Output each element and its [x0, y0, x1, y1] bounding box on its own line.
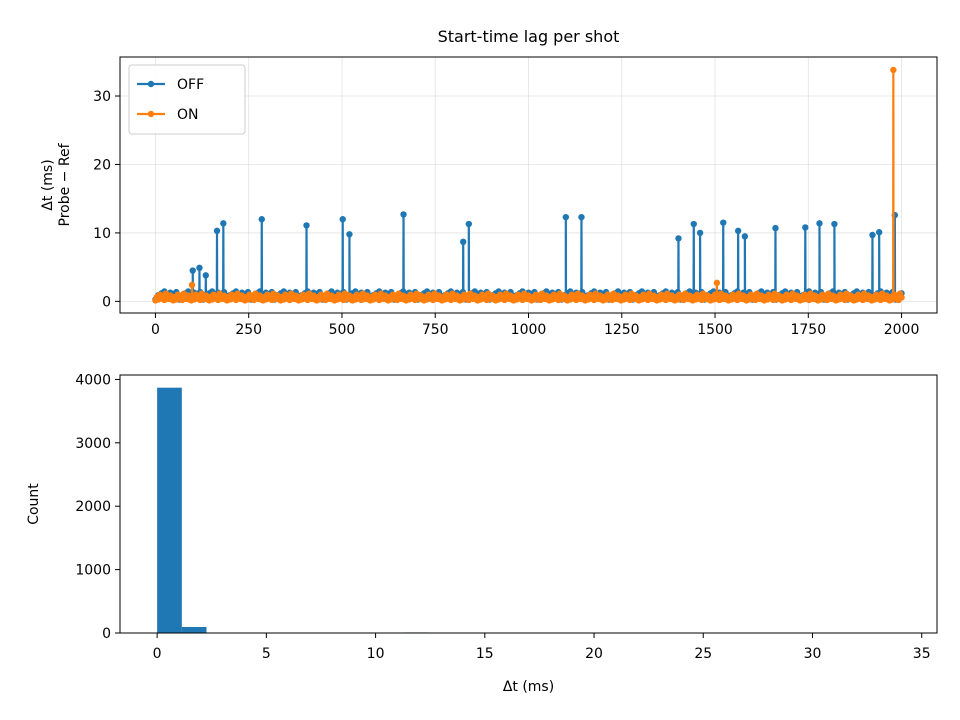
- top-x-tick-label: 1250: [604, 322, 640, 338]
- bottom-x-tick-label: 35: [913, 646, 931, 662]
- top-y-tick-label: 10: [93, 226, 111, 242]
- data-point: [831, 220, 838, 228]
- top-y-tick-label: 0: [102, 294, 111, 310]
- data-point: [213, 227, 221, 235]
- bottom-x-tick-label: 5: [262, 646, 271, 662]
- data-point: [898, 294, 905, 301]
- bottom-y-tick-label: 1000: [75, 563, 111, 579]
- top-y-tick-label: 30: [93, 89, 111, 105]
- data-point: [220, 220, 227, 227]
- histogram-bar: [181, 626, 207, 633]
- data-point: [772, 224, 779, 232]
- bottom-x-tick-label: 0: [153, 646, 162, 662]
- data-point: [720, 219, 727, 226]
- data-point: [816, 220, 823, 227]
- top-y-tick-label: 20: [93, 157, 111, 173]
- bottom-axes-frame: [119, 374, 938, 634]
- data-point: [741, 233, 749, 240]
- top-chart-title: Start-time lag per shot: [438, 27, 620, 46]
- top-x-tick-label: 2000: [884, 322, 920, 338]
- data-point: [875, 229, 883, 236]
- data-point: [188, 281, 196, 289]
- bottom-x-tick-label: 30: [804, 646, 822, 662]
- data-point: [258, 216, 265, 223]
- legend-marker-off: [147, 80, 155, 88]
- data-point: [196, 264, 203, 272]
- data-point: [465, 220, 473, 228]
- top-x-tick-label: 0: [151, 322, 160, 338]
- bottom-x-tick-label: 10: [367, 646, 385, 662]
- top-y-axis-label: Δt (ms)Probe − Ref: [40, 142, 73, 226]
- legend-label-on: ON: [177, 107, 199, 123]
- top-ticks: 0 250 500 750 1000 1250 1500 1750 2000 0 10 20 30: [93, 89, 919, 338]
- data-point: [734, 227, 742, 235]
- bottom-x-axis-label: Δt (ms): [503, 679, 554, 695]
- data-point: [400, 211, 407, 218]
- data-point: [690, 220, 697, 228]
- data-point: [562, 213, 570, 221]
- data-point: [303, 222, 310, 229]
- top-x-tick-label: 750: [422, 322, 449, 338]
- bottom-y-tick-label: 3000: [75, 436, 111, 452]
- legend-marker-on: [147, 110, 155, 118]
- data-point: [675, 235, 682, 242]
- data-point: [202, 272, 209, 279]
- top-y-label-line: Probe − Ref: [57, 142, 73, 226]
- bottom-y-tick-label: 4000: [75, 372, 111, 388]
- legend-label-off: OFF: [177, 77, 204, 93]
- bottom-y-axis-label: Count: [26, 483, 42, 525]
- top-x-tick-label: 250: [235, 322, 262, 338]
- data-point: [346, 231, 353, 238]
- top-legend: OFF ON: [128, 64, 246, 135]
- top-x-tick-label: 1750: [790, 322, 826, 338]
- top-x-tick-label: 1500: [697, 322, 733, 338]
- data-point: [696, 229, 704, 237]
- top-x-tick-label: 1000: [511, 322, 547, 338]
- bottom-x-tick-label: 25: [694, 646, 712, 662]
- legend-box: [128, 64, 246, 135]
- data-point: [189, 267, 196, 274]
- data-point: [802, 224, 809, 231]
- data-point: [713, 279, 721, 287]
- top-plot-area: [152, 66, 905, 304]
- series-markers-on: [152, 66, 905, 304]
- bottom-x-tick-label: 20: [585, 646, 603, 662]
- bottom-plot-area: [157, 387, 912, 633]
- data-point: [339, 216, 346, 223]
- lag-subplot: Start-time lag per shot 0 250 500 750 1000 12…: [40, 27, 938, 338]
- bottom-x-tick-label: 15: [476, 646, 494, 662]
- data-point: [869, 231, 876, 239]
- data-point: [578, 213, 585, 221]
- bottom-y-tick-label: 2000: [75, 499, 111, 515]
- top-y-label-line: Δt (ms): [40, 159, 56, 210]
- bottom-y-tick-label: 0: [102, 626, 111, 642]
- data-point: [460, 238, 467, 246]
- data-point: [890, 66, 897, 74]
- bottom-ticks: 0 5 10 15 20 25 30 35 0 1000 2000 3000 4000: [75, 372, 930, 662]
- top-x-tick-label: 500: [329, 322, 356, 338]
- histogram-bar: [157, 387, 182, 633]
